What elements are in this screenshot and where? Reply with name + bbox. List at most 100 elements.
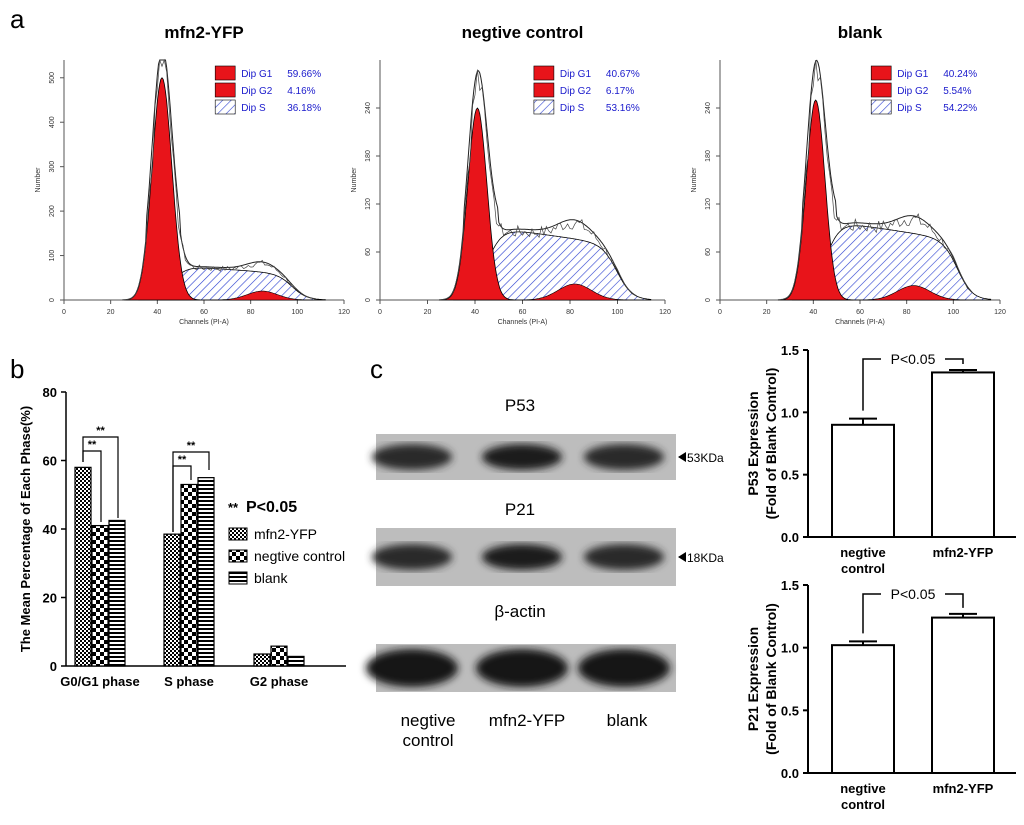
panel-label-c: c (370, 354, 383, 384)
legend-value: 4.16% (287, 86, 315, 97)
raw-data-line (122, 58, 317, 301)
panel-label-b: b (10, 354, 24, 384)
y-axis-label: P53 Expression (745, 391, 761, 495)
x-tick-label: 40 (471, 309, 479, 316)
y-tick-label: 180 (705, 150, 712, 162)
significance-annotation: P<0.05 (891, 586, 936, 602)
significance-bracket (862, 358, 881, 411)
blot-band (476, 649, 568, 687)
y-axis-label: The Mean Percentage of Each Phase(%) (18, 406, 33, 652)
legend-swatch (228, 527, 248, 541)
x-tick-label: 120 (994, 309, 1006, 316)
y-tick-label: 120 (365, 198, 372, 210)
y-tick-label: 60 (365, 248, 372, 256)
legend-value: 54.22% (943, 103, 977, 114)
y-tick-label: 0 (365, 298, 372, 302)
bar (180, 483, 198, 667)
legend-value: 5.54% (943, 86, 971, 97)
significance-marker: ** (178, 454, 187, 466)
x-axis-label: Channels (PI-A) (835, 319, 885, 326)
bar (197, 477, 215, 667)
y-tick-label: 60 (705, 248, 712, 256)
legend-label: Dip S (897, 103, 922, 114)
y-tick-label: 80 (43, 385, 57, 400)
dip-g2-area (522, 283, 628, 301)
dip-g2-area (861, 285, 966, 301)
x-tick-label: 60 (856, 309, 864, 316)
x-tick-label: 0 (62, 309, 66, 316)
x-tick-label: 20 (424, 309, 432, 316)
x-tick-label: 0 (718, 309, 722, 316)
bar (108, 519, 126, 667)
x-tick-label: 80 (566, 309, 574, 316)
p53-expression-chart: 0.0 0.5 1.0 1.5 P53 Expression (Fold of Blank… (745, 343, 1016, 576)
x-tick-label: 0 (378, 309, 382, 316)
significance-marker: ** (187, 440, 196, 452)
legend-label: Dip G2 (560, 86, 592, 97)
legend-label: Dip S (241, 103, 266, 114)
legend-swatch (228, 571, 248, 585)
bar (831, 423, 895, 538)
x-tick-label: 60 (519, 309, 527, 316)
bar (931, 371, 995, 538)
legend-value: 59.66% (287, 69, 321, 80)
y-axis-label-2: (Fold of Blank Control) (763, 368, 779, 520)
legend-note-text: P<0.05 (246, 499, 297, 516)
legend-swatch (870, 65, 892, 81)
histogram-title: blank (838, 23, 883, 42)
significance-bracket (945, 358, 964, 364)
x-tick-label: 80 (247, 309, 255, 316)
arrow-icon (678, 552, 686, 562)
y-tick-label: 0 (49, 298, 56, 302)
y-tick-label: 0 (50, 659, 57, 674)
x-tick-label: 100 (612, 309, 624, 316)
bar (253, 653, 271, 667)
y-tick-label: 40 (43, 522, 57, 537)
bar (270, 645, 288, 667)
x-tick-label: control (841, 797, 885, 812)
y-tick-label: 1.5 (781, 578, 799, 593)
x-tick-label: 20 (763, 309, 771, 316)
legend-swatch (533, 65, 555, 81)
legend-swatch (870, 82, 892, 98)
significance-annotation: P<0.05 (891, 351, 936, 367)
legend-value: 36.18% (287, 103, 321, 114)
legend-swatch (214, 82, 236, 98)
y-tick-label: 180 (365, 150, 372, 162)
x-tick-label: S phase (164, 674, 214, 689)
y-tick-label: 1.0 (781, 405, 799, 420)
dip-g1-area (124, 77, 200, 301)
y-tick-label: 0.5 (781, 703, 799, 718)
legend-label: Dip S (560, 103, 585, 114)
blot-band (366, 649, 458, 687)
y-tick-label: 20 (43, 591, 57, 606)
legend-label: Dip G1 (241, 69, 273, 80)
legend-label: negtive control (254, 548, 345, 564)
x-tick-label: negtive (840, 781, 886, 796)
legend-swatch (228, 549, 248, 563)
y-axis-label: Number (691, 167, 698, 193)
raw-data-line (439, 69, 637, 301)
y-axis-label-2: (Fold of Blank Control) (763, 603, 779, 755)
bar (91, 524, 109, 667)
y-axis-label: Number (351, 167, 358, 193)
x-tick-label: 120 (659, 309, 671, 316)
legend-label: blank (254, 570, 288, 586)
dip-g2-area (211, 290, 314, 301)
lane-label: blank (607, 711, 648, 730)
x-tick-label: 20 (107, 309, 115, 316)
y-tick-label: 400 (49, 116, 56, 128)
phase-bar-chart: 0 20 40 60 80 The Mean Percentage of Each Pha… (18, 385, 346, 689)
x-tick-label: G0/G1 phase (60, 674, 139, 689)
x-tick-label: 120 (338, 309, 350, 316)
y-tick-label: 0.5 (781, 468, 799, 483)
blot-band (372, 444, 452, 470)
blot-band (584, 444, 664, 470)
lane-label: negtive (401, 711, 456, 730)
panel-label-a: a (10, 4, 25, 34)
y-tick-label: 0.0 (781, 766, 799, 781)
model-fit-line (778, 59, 973, 301)
legend-swatch (533, 99, 555, 115)
